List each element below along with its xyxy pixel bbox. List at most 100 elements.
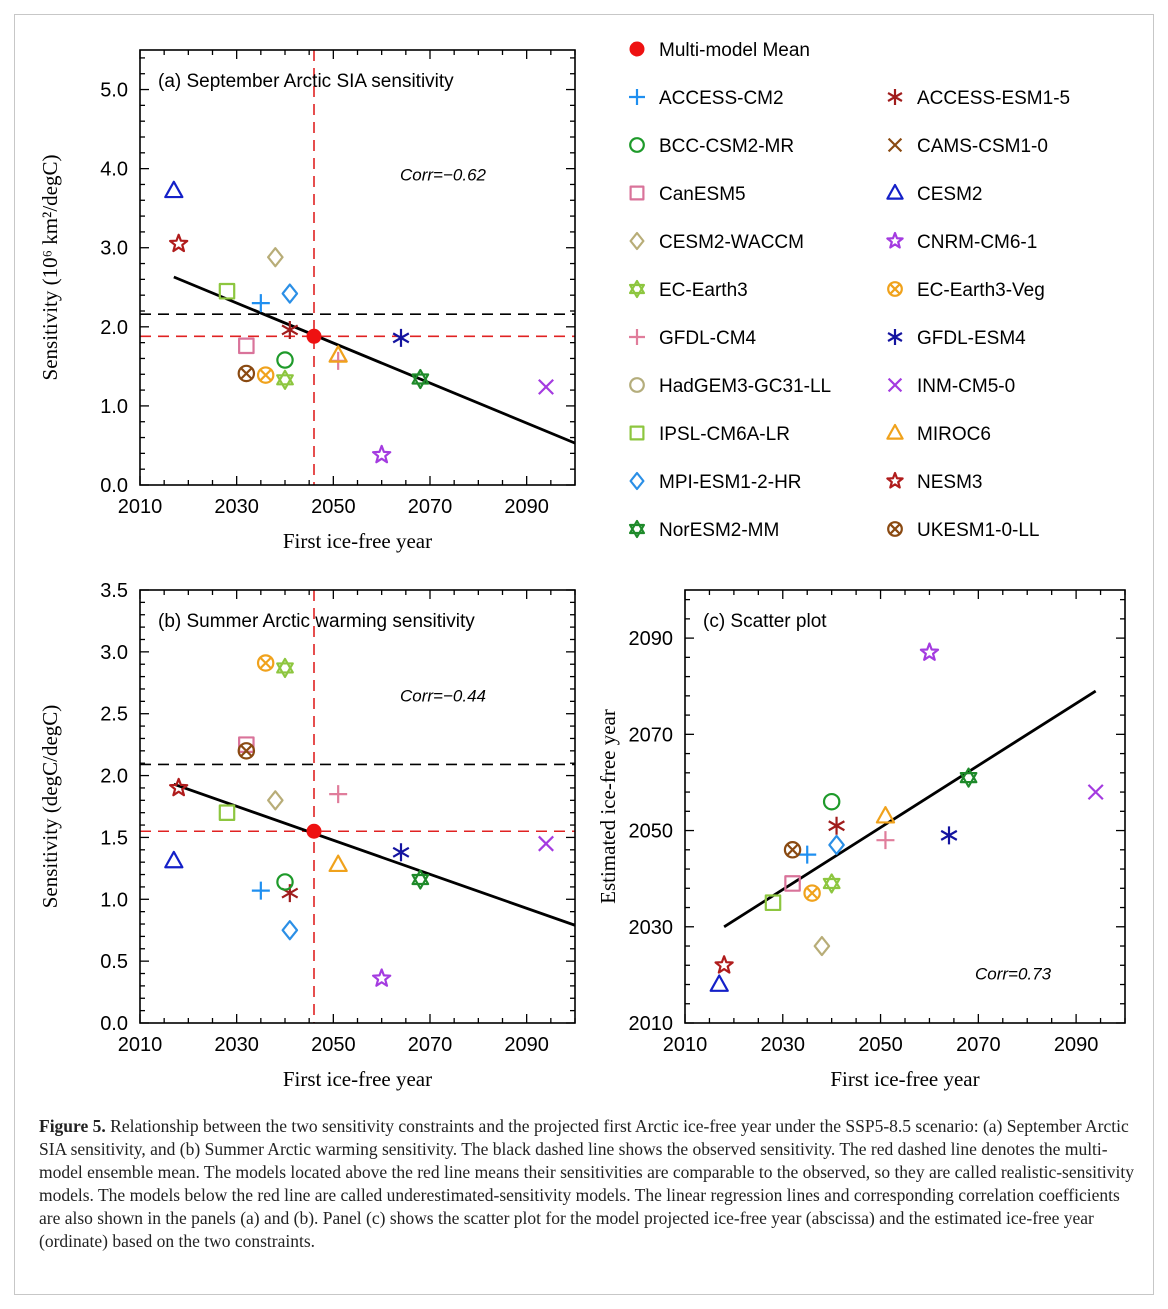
point-EC-Earth3-Veg [256, 366, 275, 384]
caption-text: Relationship between the two sensitivity… [39, 1116, 1134, 1251]
point-CanESM5 [784, 875, 801, 892]
legend-label-MPI-ESM1-2-HR: MPI-ESM1-2-HR [659, 472, 802, 493]
point-ACCESS-ESM1-5 [281, 320, 299, 339]
legend-label-ACCESS-ESM1-5: ACCESS-ESM1-5 [917, 88, 1070, 109]
panel-title: (c) Scatter plot [703, 611, 827, 632]
legend-label-CESM2: CESM2 [917, 184, 982, 205]
x-tick-label: 2070 [408, 1034, 453, 1056]
legend-mean-label: Multi-model Mean [659, 40, 810, 61]
legend-marker-UKESM1-0-LL [887, 521, 903, 537]
y-tick-label: 0.5 [100, 951, 128, 973]
point-NorESM2-MM [411, 368, 430, 390]
plot-area-c [709, 642, 1104, 992]
figure-canvas: 2010 2030 2050 2070 2090 0.0 1.0 2.0 3.0 4.0 5.0 (a… [38, 40, 1126, 1091]
point-ACCESS-CM2 [251, 881, 270, 900]
legend-marker-ACCESS-CM2 [629, 89, 645, 105]
y-axis-label: Sensitivity (10⁶ km²/degC) [38, 155, 62, 381]
legend-label-CNRM-CM6-1: CNRM-CM6-1 [917, 232, 1037, 253]
point-CNRM-CM6-1 [919, 642, 940, 661]
legend-marker-ACCESS-ESM1-5 [887, 89, 903, 105]
legend-label-GFDL-CM4: GFDL-CM4 [659, 328, 757, 349]
mean-point [306, 328, 322, 344]
y-tick-label: 2050 [629, 821, 674, 843]
x-tick-label: 2030 [214, 1034, 259, 1056]
point-IPSL-CM6A-LR [218, 804, 236, 821]
x-axis-label: First ice-free year [283, 1067, 432, 1091]
legend-label-CAMS-CSM1-0: CAMS-CSM1-0 [917, 136, 1048, 157]
legend-label-NESM3: NESM3 [917, 472, 982, 493]
y-tick-label: 2010 [629, 1013, 674, 1035]
point-BCC-CSM2-MR [276, 351, 294, 369]
legend-label-EC-Earth3-Veg: EC-Earth3-Veg [917, 280, 1045, 301]
point-MPI-ESM1-2-HR [281, 920, 299, 941]
x-tick-label: 2010 [118, 496, 163, 518]
mean-point [306, 823, 322, 839]
point-MPI-ESM1-2-HR [828, 834, 845, 856]
point-CanESM5 [238, 337, 255, 355]
legend-marker-EC-Earth3-Veg [887, 281, 903, 297]
point-IPSL-CM6A-LR [764, 894, 782, 912]
point-GFDL-CM4 [876, 831, 895, 850]
legend-marker-CanESM5 [629, 185, 645, 201]
point-BCC-CSM2-MR [822, 792, 841, 811]
legend-marker-CAMS-CSM1-0 [887, 137, 903, 153]
point-NESM3 [169, 777, 189, 797]
point-CESM2-WACCM [267, 247, 284, 268]
y-tick-label: 0.0 [100, 1013, 128, 1035]
plot-area-a [140, 50, 575, 485]
y-tick-label: 2030 [629, 917, 674, 939]
point-ACCESS-CM2 [798, 845, 817, 864]
legend-marker-MIROC6 [886, 423, 904, 440]
y-tick-label: 1.0 [100, 396, 128, 418]
y-tick-label: 2.0 [100, 317, 128, 339]
legend-label-NorESM2-MM: NorESM2-MM [659, 520, 779, 541]
legend-marker-INM-CM5-0 [887, 377, 903, 393]
point-GFDL-CM4 [329, 785, 348, 804]
x-tick-label: 2050 [858, 1034, 903, 1056]
point-GFDL-ESM4 [392, 328, 410, 347]
legend-marker-GFDL-ESM4 [887, 329, 903, 345]
point-MIROC6 [875, 806, 896, 824]
y-tick-label: 2090 [629, 628, 674, 650]
legend-label-UKESM1-0-LL: UKESM1-0-LL [917, 520, 1040, 541]
legend-label-CanESM5: CanESM5 [659, 184, 746, 205]
panel-b: 2010 2030 2050 2070 2090 0.0 0.5 1.0 1.5 2.0 2.5 3.… [38, 580, 576, 1091]
figure-frame: 2010 2030 2050 2070 2090 0.0 1.0 2.0 3.0 4.0 5.0 (a… [14, 14, 1154, 1295]
x-tick-label: 2090 [504, 1034, 549, 1056]
x-tick-label: 2090 [1054, 1034, 1099, 1056]
point-MIROC6 [328, 854, 348, 873]
point-CESM2 [164, 180, 184, 199]
corr-label: Corr=0.73 [975, 965, 1052, 984]
point-EC-Earth3 [276, 369, 294, 390]
point-BCC-CSM2-MR [276, 873, 294, 891]
x-tick-label: 2030 [761, 1034, 806, 1056]
regression-line [173, 275, 575, 445]
point-ACCESS-CM2 [251, 294, 270, 313]
y-axis-label: Estimated ice-free year [596, 709, 620, 904]
point-NorESM2-MM [959, 767, 978, 788]
y-tick-label: 4.0 [100, 159, 128, 181]
y-tick-label: 1.0 [100, 889, 128, 911]
x-axis-label: First ice-free year [830, 1067, 979, 1091]
x-tick-label: 2050 [311, 1034, 356, 1056]
y-tick-label: 3.5 [100, 580, 128, 602]
point-CESM2-WACCM [813, 935, 831, 957]
legend-label-CESM2-WACCM: CESM2-WACCM [659, 232, 804, 253]
x-tick-label: 2070 [408, 496, 453, 518]
plot-frame-b [139, 589, 576, 1024]
legend-marker-CNRM-CM6-1 [886, 231, 904, 249]
panel-a: 2010 2030 2050 2070 2090 0.0 1.0 2.0 3.0 4.0 5.0 (a… [38, 49, 576, 553]
plot-frame-a [139, 49, 576, 486]
corr-label: Corr=−0.62 [400, 166, 487, 185]
legend-marker-CESM2-WACCM [629, 231, 645, 251]
figure-caption: Figure 5. Relationship between the two s… [39, 1115, 1144, 1253]
point-EC-Earth3-Veg [256, 654, 275, 672]
y-tick-label: 5.0 [100, 80, 128, 102]
point-CNRM-CM6-1 [372, 444, 392, 464]
point-INM-CM5-0 [1087, 784, 1104, 801]
point-CESM2 [164, 850, 184, 869]
point-NESM3 [169, 233, 189, 253]
legend-marker-IPSL-CM6A-LR [629, 425, 645, 441]
legend-marker-HadGEM3-GC31-LL [629, 377, 645, 393]
point-GFDL-ESM4 [392, 843, 410, 862]
